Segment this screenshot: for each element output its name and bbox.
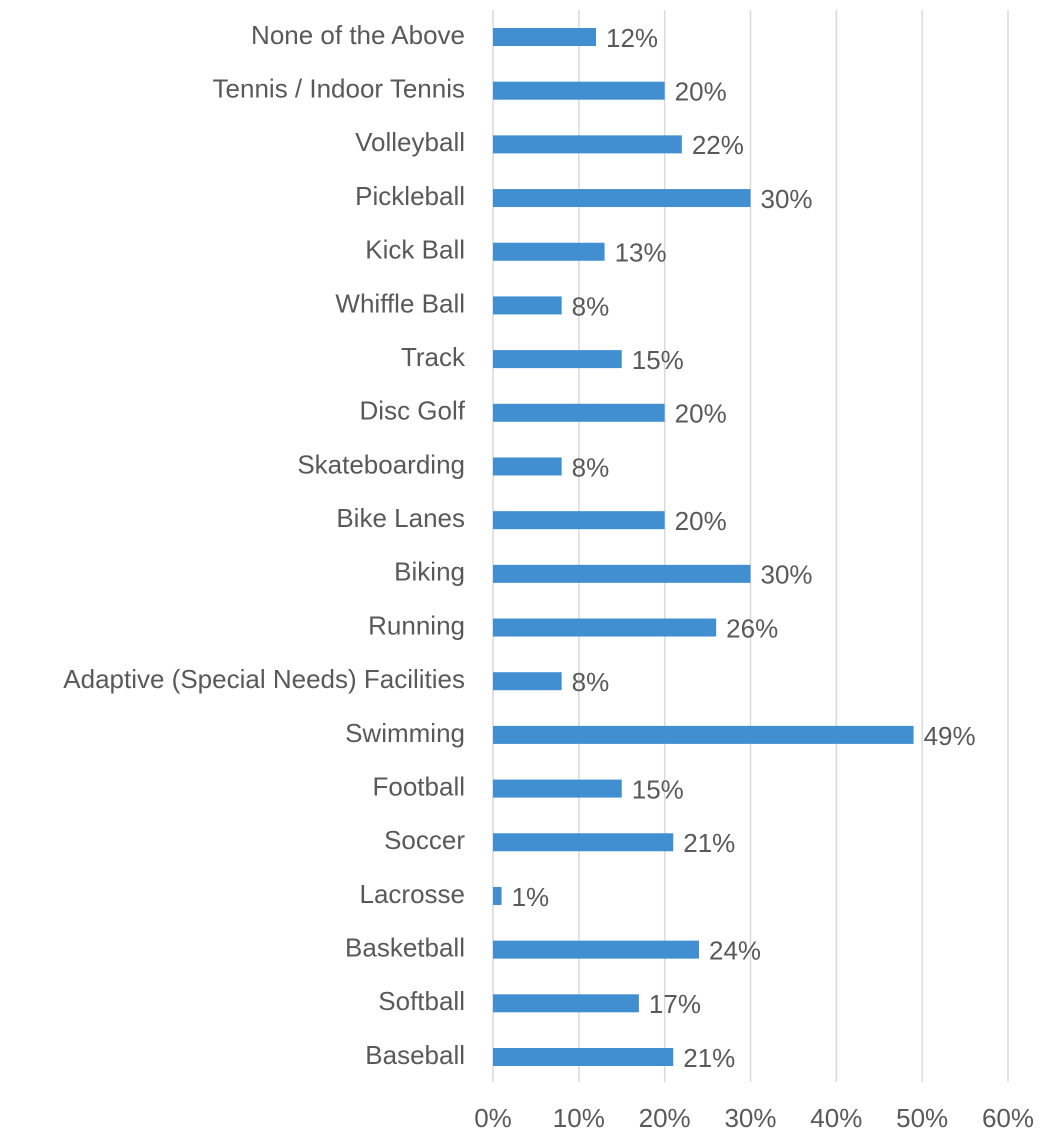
y-tick-label: Baseball bbox=[365, 1040, 465, 1070]
bar bbox=[493, 833, 674, 852]
y-tick-label: Volleyball bbox=[355, 127, 465, 157]
y-tick-label: Track bbox=[401, 342, 466, 372]
y-tick-label: Softball bbox=[378, 986, 465, 1016]
bar bbox=[493, 242, 605, 261]
bar bbox=[493, 81, 665, 100]
bar bbox=[493, 135, 682, 154]
x-tick-label: 20% bbox=[639, 1103, 691, 1133]
x-tick-label: 40% bbox=[810, 1103, 862, 1133]
bar bbox=[493, 725, 914, 744]
y-tick-label: Skateboarding bbox=[297, 449, 465, 479]
data-label: 22% bbox=[692, 130, 744, 160]
bar bbox=[493, 994, 639, 1013]
bar bbox=[493, 296, 562, 315]
bar bbox=[493, 779, 622, 798]
data-label: 21% bbox=[683, 1043, 735, 1073]
data-label: 8% bbox=[572, 291, 610, 321]
data-label: 12% bbox=[606, 23, 658, 53]
bar bbox=[493, 618, 717, 637]
y-tick-label: Running bbox=[368, 610, 465, 640]
data-label: 8% bbox=[572, 667, 610, 697]
x-tick-label: 0% bbox=[474, 1103, 512, 1133]
y-tick-label: Bike Lanes bbox=[336, 503, 465, 533]
x-tick-label: 30% bbox=[724, 1103, 776, 1133]
data-label: 8% bbox=[572, 452, 610, 482]
y-tick-label: Disc Golf bbox=[360, 396, 466, 426]
data-label: 20% bbox=[675, 399, 727, 429]
data-label: 26% bbox=[726, 613, 778, 643]
data-label: 13% bbox=[615, 238, 667, 268]
data-label: 1% bbox=[512, 882, 550, 912]
bar bbox=[493, 886, 502, 905]
y-tick-label: Soccer bbox=[384, 825, 465, 855]
y-tick-label: None of the Above bbox=[251, 20, 465, 50]
bar bbox=[493, 28, 596, 46]
y-tick-label: Basketball bbox=[345, 933, 465, 963]
data-label: 24% bbox=[709, 936, 761, 966]
data-label: 21% bbox=[683, 828, 735, 858]
data-label: 15% bbox=[632, 345, 684, 375]
y-tick-label: Lacrosse bbox=[360, 879, 466, 909]
bar bbox=[493, 1048, 674, 1066]
bar bbox=[493, 350, 622, 369]
y-tick-label: Adaptive (Special Needs) Facilities bbox=[63, 664, 465, 694]
bar bbox=[493, 403, 665, 422]
y-tick-label: Kick Ball bbox=[365, 235, 465, 265]
bar bbox=[493, 672, 562, 691]
x-tick-label: 50% bbox=[896, 1103, 948, 1133]
data-label: 30% bbox=[761, 184, 813, 214]
y-tick-label: Football bbox=[373, 771, 466, 801]
y-tick-label: Tennis / Indoor Tennis bbox=[213, 74, 465, 104]
data-label: 49% bbox=[924, 721, 976, 751]
bar bbox=[493, 940, 699, 959]
data-label: 20% bbox=[675, 506, 727, 536]
y-tick-label: Pickleball bbox=[355, 181, 465, 211]
data-label: 30% bbox=[761, 560, 813, 590]
data-label: 17% bbox=[649, 989, 701, 1019]
bar bbox=[493, 457, 562, 476]
x-tick-label: 10% bbox=[553, 1103, 605, 1133]
bar bbox=[493, 564, 751, 583]
bar bbox=[493, 189, 751, 208]
bar bbox=[493, 511, 665, 530]
data-label: 20% bbox=[675, 77, 727, 107]
y-tick-label: Biking bbox=[394, 557, 465, 587]
y-tick-label: Whiffle Ball bbox=[335, 288, 465, 318]
data-label: 15% bbox=[632, 774, 684, 804]
x-tick-label: 60% bbox=[982, 1103, 1034, 1133]
y-tick-label: Swimming bbox=[345, 718, 465, 748]
